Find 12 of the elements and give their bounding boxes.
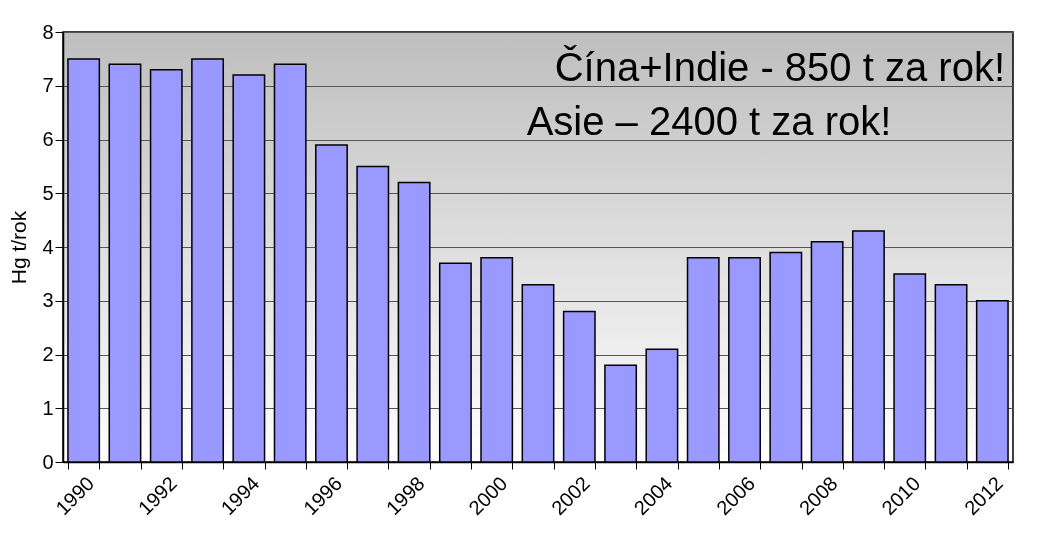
y-tick-label: 2 (42, 343, 54, 365)
annotation: Čína+Indie - 850 t za rok! (554, 45, 1005, 89)
y-tick-label: 6 (42, 128, 54, 150)
y-tick-label: 0 (42, 450, 54, 473)
annotation: Asie – 2400 t za rok! (526, 99, 892, 143)
y-tick-label: 8 (42, 20, 54, 43)
y-tick-label: 1 (42, 396, 54, 419)
y-tick-label: 5 (42, 181, 54, 204)
y-tick-label: 7 (42, 74, 54, 97)
y-tick-label: 4 (42, 235, 54, 258)
y-axis-title: Hg t/rok (7, 210, 31, 285)
y-tick-label: 3 (42, 289, 54, 312)
